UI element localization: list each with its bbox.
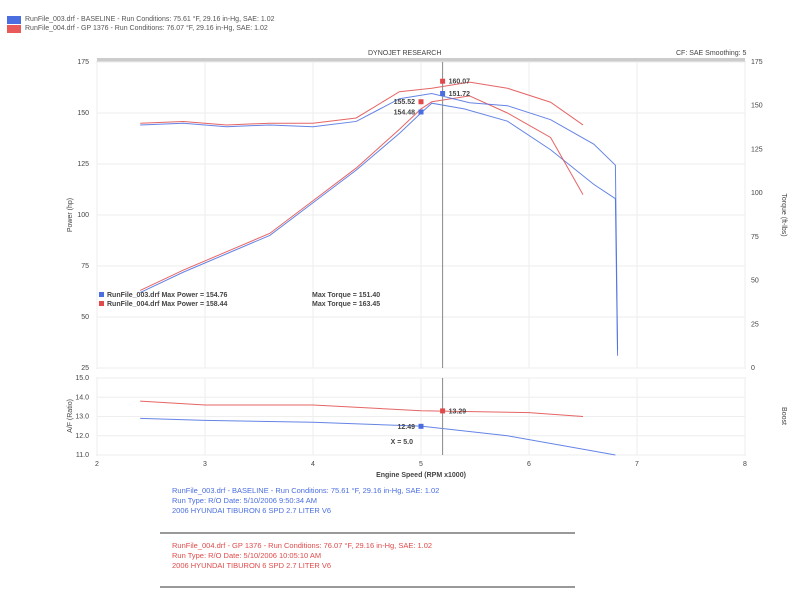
y2-tick-label: 50 [751,278,759,285]
y2-tick-label: 25 [751,321,759,328]
run1-header: RunFile_003.drf - BASELINE - Run Conditi… [25,16,275,23]
x-tick-label: 8 [743,461,747,468]
marker-label: 151.72 [449,91,471,98]
run1-info-line: Run Type: R/O Date: 5/10/2006 9:50:34 AM [172,496,317,505]
divider [160,586,575,588]
cf-smoothing-info: CF: SAE Smoothing: 5 [676,50,747,57]
series-line-red-power [139,95,584,291]
run2-header: RunFile_004.drf - GP 1376 - Run Conditio… [25,25,268,32]
marker-red [440,78,446,84]
af-series-line-red [140,400,584,417]
y2-tick-label: 125 [751,146,763,153]
legend-entry: RunFile_003.drf Max Power = 154.76 [107,292,228,299]
y2-tick-label: 100 [751,190,763,197]
marker-label: 12.49 [397,424,415,431]
x-tick-label: 4 [311,461,315,468]
marker-label: 154.48 [394,109,416,116]
run1-info-line: 2006 HYUNDAI TIBURON 6 SPD 2.7 LITER V6 [172,506,332,515]
cursor-readout: X = 5.0 [391,439,413,446]
af-tick-label: 11.0 [76,452,89,459]
x-tick-label: 3 [203,461,207,468]
legend-entry: RunFile_004.drf Max Power = 158.44 [107,301,228,308]
series-line-red-torque [140,81,584,126]
series-line-blue-torque [140,92,619,351]
run1-info: RunFile_003.drf - BASELINE - Run Conditi… [172,486,439,516]
y2-tick-label: 75 [751,234,759,241]
plot-top-band [97,58,745,62]
y2-tick-label: 0 [751,365,755,372]
y-tick-label: 75 [81,263,89,270]
marker-label: 160.07 [449,79,471,86]
y-tick-label: 50 [81,314,89,321]
y-tick-label: 175 [77,59,89,66]
af-axis-title: A/F (Ratio) [67,399,74,433]
run2-info-line: RunFile_004.drf - GP 1376 - Run Conditio… [172,541,433,550]
marker-label: 155.52 [394,99,416,106]
marker-red [418,99,424,105]
marker-blue [418,109,424,115]
marker-red [440,408,446,414]
divider [160,532,575,534]
legend-swatch [99,301,104,306]
x-axis-title: Engine Speed (RPM x1000) [376,472,466,479]
run2-swatch [7,25,21,33]
y-axis-title: Power (hp) [67,198,74,232]
af-tick-label: 15.0 [75,375,89,382]
y2-axis-title: Torque (ft-lbs) [780,193,787,236]
y2-tick-label: 175 [751,59,763,66]
marker-blue [440,90,446,96]
chart-center-title: DYNOJET RESEARCH [368,50,442,57]
af-tick-label: 14.0 [75,394,89,401]
x-tick-label: 5 [419,461,423,468]
y-tick-label: 25 [81,365,89,372]
boost-axis-title: Boost [780,407,787,425]
y2-tick-label: 150 [751,103,763,110]
legend-torque: Max Torque = 151.40 [312,292,380,299]
run1-info-line: RunFile_003.drf - BASELINE - Run Conditi… [172,486,440,495]
run2-info: RunFile_004.drf - GP 1376 - Run Conditio… [172,541,432,571]
legend-swatch [99,292,104,297]
marker-blue [418,423,424,429]
af-tick-label: 12.0 [75,433,89,440]
af-tick-label: 13.0 [75,414,89,421]
run2-info-line: 2006 HYUNDAI TIBURON 6 SPD 2.7 LITER V6 [172,561,332,570]
y-tick-label: 100 [77,212,89,219]
legend-torque: Max Torque = 163.45 [312,301,380,308]
x-tick-label: 6 [527,461,531,468]
y-tick-label: 150 [77,110,89,117]
run2-info-line: Run Type: R/O Date: 5/10/2006 10:05:10 A… [172,551,322,560]
y-tick-label: 125 [77,161,89,168]
run1-swatch [7,16,21,24]
x-tick-label: 7 [635,461,639,468]
x-tick-label: 2 [95,461,99,468]
marker-label: 13.29 [449,408,467,415]
